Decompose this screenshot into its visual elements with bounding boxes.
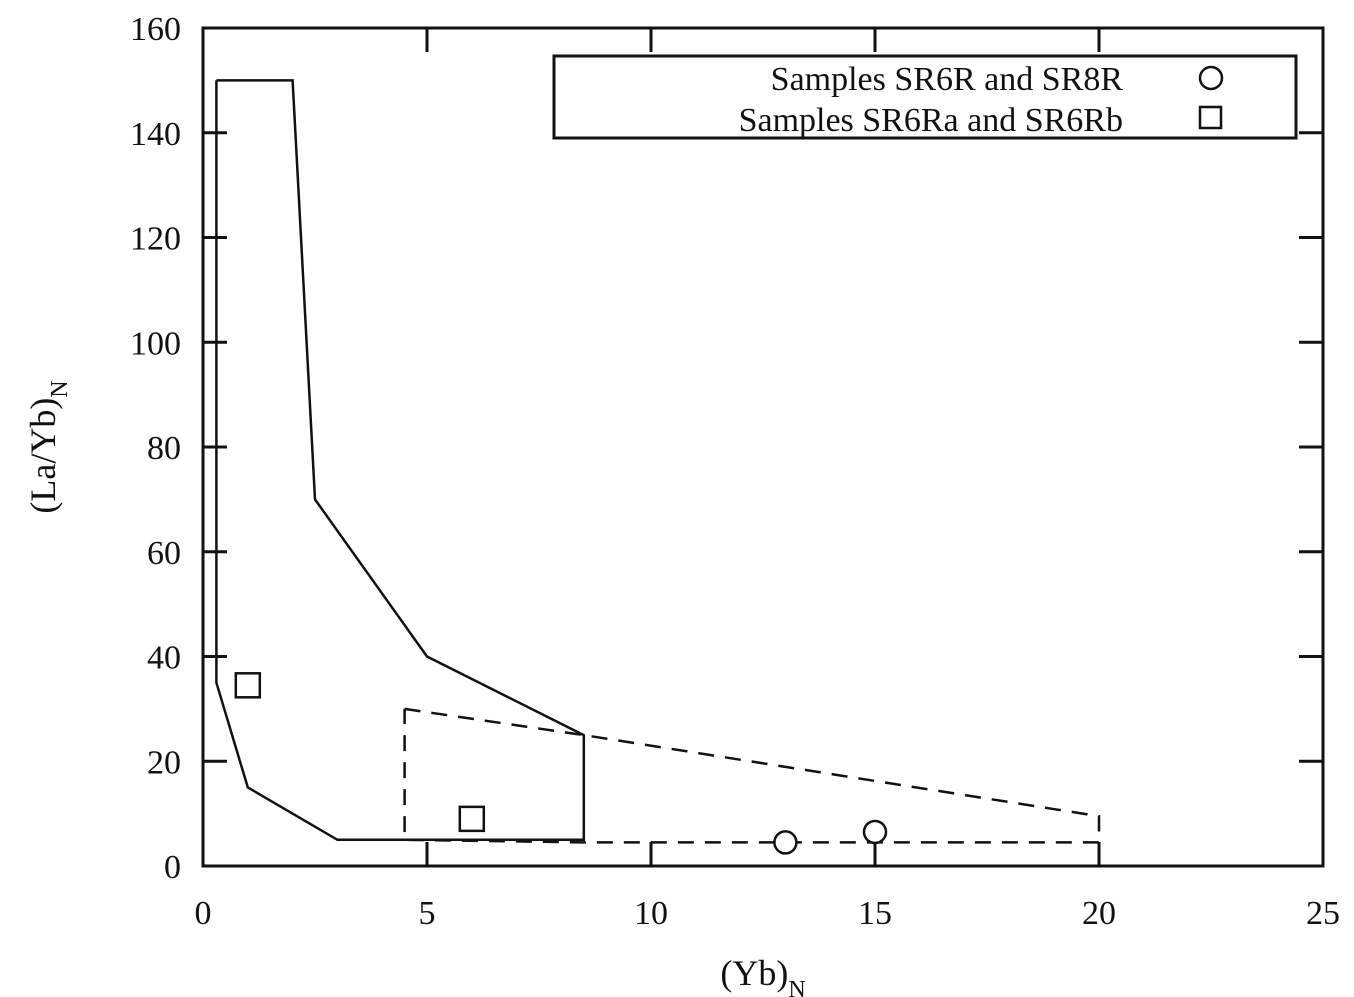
y-axis-title-sub: N (47, 380, 73, 397)
y-tick-label: 20 (147, 744, 181, 781)
data-point-circle (862, 819, 888, 845)
x-axis-title-main: (Yb) (720, 953, 788, 993)
x-tick-label: 15 (858, 895, 892, 932)
data-point-square (234, 672, 262, 699)
plot-frame (201, 26, 1325, 868)
region-layer (215, 79, 1101, 844)
legend-square-icon (1198, 105, 1223, 130)
legend-box (552, 54, 1298, 140)
y-tick-label: 60 (147, 535, 181, 572)
x-tick-label: 10 (634, 895, 668, 932)
dashed-field-outline (403, 707, 1101, 844)
legend-label-squares: Samples SR6Ra and SR6Rb (739, 102, 1123, 139)
y-tick-label: 160 (130, 11, 181, 48)
y-axis-title-main: (La/Yb) (23, 398, 63, 514)
x-tick-label: 20 (1082, 895, 1116, 932)
y-tick-label: 40 (147, 640, 181, 677)
legend-circle-icon (1198, 65, 1224, 91)
marker-layer (234, 672, 888, 855)
x-tick-label: 0 (195, 895, 212, 932)
legend: Samples SR6R and SR8R Samples SR6Ra and … (552, 54, 1298, 140)
y-tick-label: 80 (147, 430, 181, 467)
y-tick-label: 100 (130, 325, 181, 362)
y-tick-label: 140 (130, 116, 181, 153)
y-tick-label: 120 (130, 221, 181, 258)
x-axis-title: (Yb)N (720, 953, 805, 997)
y-axis-title: (La/Yb)N (23, 380, 73, 513)
y-tick-label: 0 (164, 849, 181, 886)
data-point-circle (773, 830, 798, 855)
solid-field-outline (215, 79, 586, 842)
x-axis-title-sub: N (788, 977, 805, 997)
tick-layer: 0 5 10 15 20 25 0 20 40 60 80 100 120 140 160 (130, 11, 1340, 932)
x-tick-label: 5 (419, 895, 436, 932)
x-tick-label: 25 (1306, 895, 1340, 932)
legend-label-circles: Samples SR6R and SR8R (771, 61, 1124, 98)
data-point-square (458, 805, 486, 833)
